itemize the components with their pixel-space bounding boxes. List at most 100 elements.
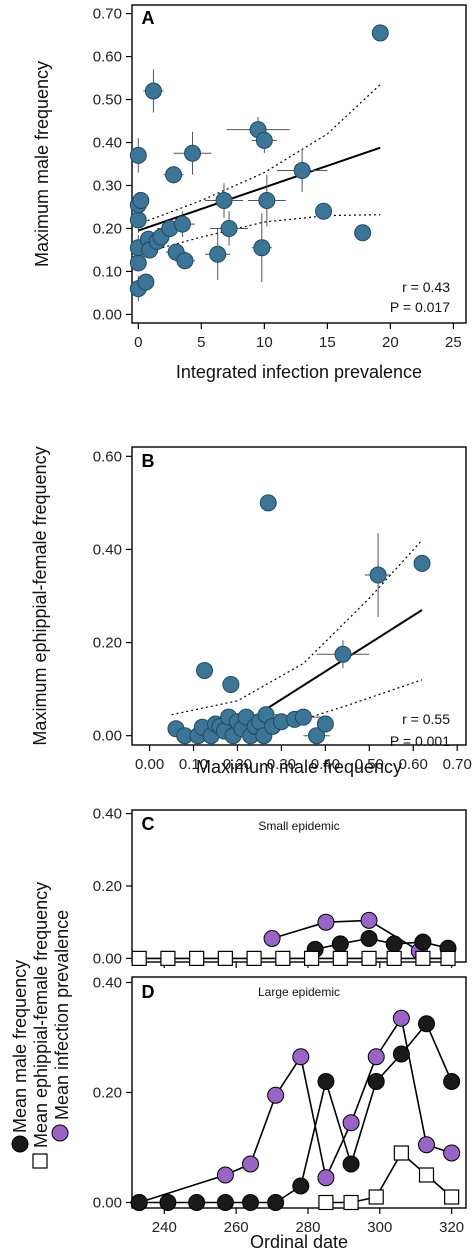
panel-letter: C [142,814,155,834]
y-tick-label: 0.60 [93,448,122,465]
data-point [334,645,352,663]
black-circle-marker [360,929,378,947]
y-axis-label: Maximum male frequency [32,61,52,267]
data-point [132,192,150,210]
purple-circle-marker [263,929,281,947]
y-tick-label: 0.20 [93,878,122,895]
data-point [220,219,238,237]
black-circle-marker [267,1194,285,1211]
white-square-marker [275,950,291,966]
data-point [209,245,227,263]
y-tick-label: 0.00 [93,950,122,967]
white-square-marker [361,950,377,966]
data-point [165,166,183,184]
black-circle-marker [292,1177,310,1195]
y-tick-label: 0.50 [93,92,122,109]
purple-circle-marker [317,1169,335,1187]
stat-r: r = 0.55 [402,711,450,727]
data-point [129,146,147,164]
stat-p: P = 0.001 [390,733,450,749]
x-tick-label: 280 [295,1219,320,1236]
y-axis-label-infection: Mean infection prevalence [52,910,72,1120]
white-square-marker [444,1189,460,1205]
regression-line [137,146,381,232]
x-tick-label: 0.70 [443,756,472,773]
y-tick-label: 0.40 [93,975,122,992]
purple-circle-marker [360,911,378,929]
purple-circle-marker [242,1155,260,1173]
data-point [255,131,273,149]
y-axis-label: Maximum ephippial-female frequency [30,446,50,745]
data-point [315,202,333,220]
series-line [138,1016,452,1204]
white-square-marker [415,950,431,966]
data-point [183,144,201,162]
data-point [176,252,194,270]
y-tick-label: 0.60 [93,49,122,66]
white-square-marker [393,1145,409,1161]
purple-circle-marker [342,1114,360,1132]
y-axis-label-ephippial: Mean ephippial-female frequency [31,882,51,1148]
x-tick-label: 260 [224,1219,249,1236]
x-tick-label: 0.00 [135,756,164,773]
data-point [253,239,271,257]
x-tick-label: 320 [439,1219,464,1236]
purple-circle-marker [267,1086,285,1104]
black-circle-marker [159,1194,177,1211]
data-point [371,24,389,42]
purple-circle-marker [216,1166,234,1184]
y-tick-label: 0.70 [93,6,122,23]
stat-p: P = 0.017 [390,299,450,315]
purple-circle-marker [417,1136,435,1154]
y-tick-label: 0.20 [93,635,122,652]
x-axis-label: Ordinal date [250,1232,348,1252]
data-point [259,494,277,512]
confidence-band-lower [138,214,381,255]
x-tick-label: 0.10 [179,756,208,773]
data-point [215,192,233,210]
panel-d: 0.00 0.20 0.40 240 260 280 300 320 D Ordinal date… [93,975,467,1252]
black-circle-marker [331,935,349,953]
black-circle-legend-icon [11,1135,29,1153]
confidence-band-lower [224,679,423,737]
plot-frame [131,4,467,324]
white-square-marker [386,950,402,966]
y-tick-label: 0.20 [93,220,122,237]
plot-frame [131,446,467,746]
data-point [196,662,214,679]
x-tick-label: 0.50 [355,756,384,773]
white-square-marker [368,1189,384,1205]
black-circle-marker [367,1073,385,1090]
white-square-marker [440,950,456,966]
data-point [258,192,276,210]
data-point [144,82,162,100]
data-point [316,715,334,733]
x-tick-label: 0.60 [399,756,428,773]
black-circle-marker [317,1073,335,1090]
stat-r: r = 0.43 [402,279,450,295]
y-tick-label: 0.30 [93,177,122,194]
y-tick-label: 0.10 [93,263,122,280]
black-circle-marker [342,1155,360,1173]
black-circle-marker [242,1194,260,1211]
panel-cd-y-axis-label: Mean male frequency Mean ephippial-femal… [10,882,72,1169]
black-circle-marker [392,1045,410,1063]
y-tick-label: 0.40 [93,541,122,558]
x-tick-label: 15 [319,334,336,351]
white-square-marker [217,950,233,966]
data-point [173,215,191,233]
x-tick-label: 25 [445,334,462,351]
x-tick-label: 300 [367,1219,392,1236]
panel-subtitle: Small epidemic [258,819,339,833]
data-point [369,566,387,584]
white-square-marker [131,950,147,966]
y-tick-label: 0.00 [93,1195,122,1212]
purple-circle-marker [392,1009,410,1027]
x-tick-label: 10 [256,334,273,351]
x-tick-label: 5 [197,334,205,351]
white-square-marker [189,950,205,966]
black-circle-marker [443,1073,461,1090]
white-square-marker [303,950,320,966]
x-tick-label: 0.30 [267,756,296,773]
